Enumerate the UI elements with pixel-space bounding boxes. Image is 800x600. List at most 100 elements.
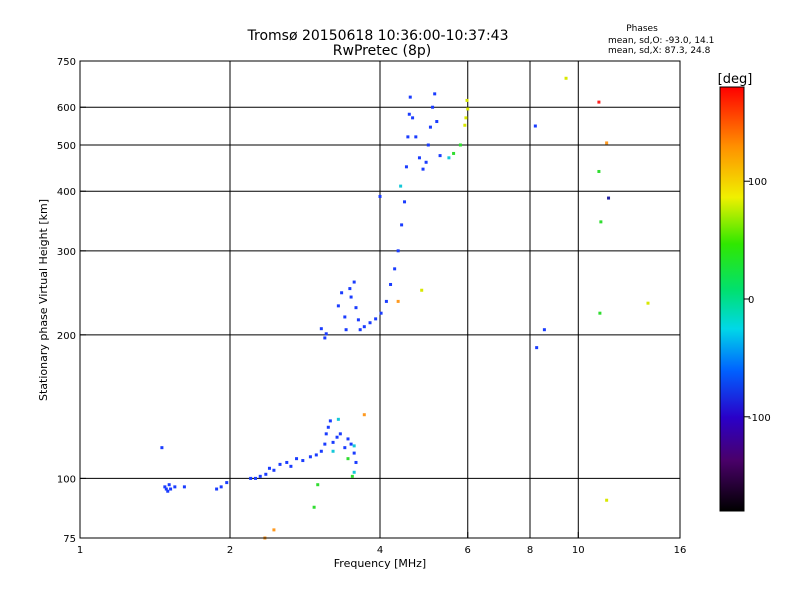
data-point [403,200,407,204]
data-point [323,442,327,446]
data-point [464,116,468,120]
data-point [215,487,219,491]
data-point [433,92,437,96]
data-point [326,425,330,429]
y-axis-ticks: 75 100 200 300 400 500 600 750 [57,57,86,545]
data-point [389,282,393,286]
data-point [465,98,469,102]
chart-title: Tromsø 20150618 10:36:00-10:37:43 [247,28,509,44]
data-point [362,413,366,417]
data-point [396,249,400,253]
data-point [597,100,601,104]
x-axis-ticks: 1 2 4 6 8 10 16 [77,532,686,556]
data-point [414,135,418,139]
y-tick-label: 500 [57,141,76,152]
y-tick-label: 400 [57,187,76,198]
data-point [431,105,435,109]
data-point [533,124,537,128]
data-point [362,325,366,329]
data-point [301,459,305,463]
data-point [349,295,353,299]
data-point [323,336,327,340]
data-point [404,165,408,169]
data-point [167,483,171,487]
data-point [312,505,316,509]
data-point [338,432,342,436]
data-point [368,321,372,325]
data-point [597,169,601,173]
data-point [466,107,470,111]
data-point [331,440,335,444]
data-point [272,528,276,532]
data-point [343,315,347,319]
data-point [607,196,611,200]
y-tick-label: 600 [57,103,76,114]
data-point [400,223,404,227]
data-point [225,481,229,485]
data-point [378,194,382,198]
y-axis-label: Stationary phase Virtual Height [km] [37,199,50,401]
data-point [319,449,323,453]
data-point [344,328,348,332]
data-point [417,156,421,160]
data-point [314,453,318,457]
x-axis-label: Frequency [MHz] [334,557,426,570]
data-point [346,457,350,461]
data-point [354,306,358,310]
data-point [599,220,603,224]
data-point [447,156,451,160]
chart-subtitle: RwPretec (8p) [333,43,431,59]
data-point [463,123,467,127]
data-point [350,474,354,478]
data-point [424,160,428,164]
data-point [396,299,400,303]
data-point [308,455,312,459]
data-point [343,446,347,450]
data-point [253,476,257,480]
data-point [438,154,442,158]
data-point [160,446,164,450]
data-point [374,317,378,321]
x-tick-label: 4 [377,545,383,556]
data-point [605,498,609,502]
data-point [272,468,276,472]
data-point [348,287,352,291]
data-point [535,346,539,350]
data-point [163,485,167,489]
x-tick-label: 1 [77,545,83,556]
data-point [358,328,362,332]
data-point [564,76,568,80]
phases-x-line: mean, sd,X: 87.3, 24.8 [608,46,711,56]
data-point [336,417,340,421]
y-tick-label: 750 [57,57,76,68]
phases-o-line: mean, sd,O: -93.0, 14.1 [608,36,714,46]
y-tick-label: 200 [57,331,76,342]
data-point [421,167,425,171]
data-point [352,470,356,474]
data-point [328,419,332,423]
phases-title: Phases [626,24,658,34]
data-point [399,184,403,188]
colorbar-tick-label: -100 [748,413,771,424]
data-point [352,451,356,455]
data-point [169,487,173,491]
colorbar [719,86,745,512]
data-point [173,485,177,489]
data-point [289,464,293,468]
data-point [324,332,328,336]
data-point [249,476,253,480]
data-point [384,299,388,303]
colorbar-ticks: 100 0 -100 [744,177,771,424]
data-point [452,151,456,155]
data-point [166,489,170,493]
data-point [356,318,360,322]
colorbar-tick-label: 0 [748,295,754,306]
colorbar-label: [deg] [718,72,753,87]
data-point [428,125,432,129]
data-point [182,485,186,489]
data-point [164,487,168,491]
data-point [407,112,411,116]
data-point [346,437,350,441]
